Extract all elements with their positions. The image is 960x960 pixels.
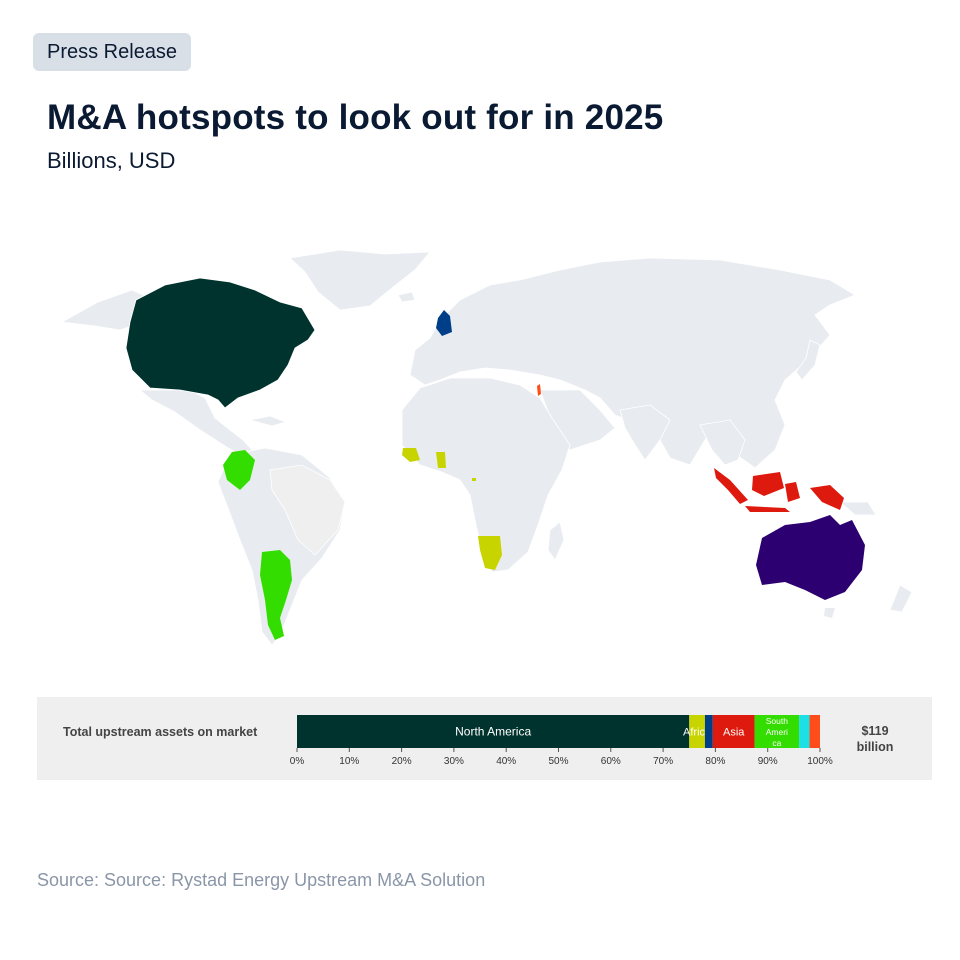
- bar-segment-africa: [689, 715, 705, 748]
- colombia-highlight: [223, 450, 255, 490]
- png-shape: [838, 501, 877, 516]
- israel-highlight: [537, 384, 541, 396]
- tick-label: 80%: [705, 756, 725, 767]
- chart-total: $119 billion: [856, 724, 894, 754]
- indonesia-highlight: [714, 468, 844, 512]
- bar-label-africa: Africa: [683, 727, 712, 739]
- new-zealand-shape: [889, 584, 913, 613]
- tick-label: 20%: [392, 756, 412, 767]
- eq-guinea-highlight: [472, 478, 476, 481]
- uk-highlight: [436, 310, 452, 336]
- tick-label: 60%: [601, 756, 621, 767]
- india-shape: [619, 404, 671, 461]
- north-america-highlight: [125, 277, 316, 409]
- chart-label: Total upstream assets on market: [63, 725, 258, 739]
- page-subtitle: Billions, USD: [47, 148, 176, 173]
- bar-segment-other: [799, 715, 810, 748]
- bar-segment-europe: [704, 715, 713, 748]
- base-land: [60, 249, 913, 646]
- madagascar-shape: [547, 521, 565, 561]
- tick-label: 10%: [339, 756, 359, 767]
- tick-label: 30%: [444, 756, 464, 767]
- tick-label: 40%: [496, 756, 516, 767]
- namibia-highlight: [478, 536, 502, 570]
- tick-label: 100%: [807, 756, 833, 767]
- iceland-shape: [397, 291, 416, 303]
- eurasia-shape: [409, 257, 856, 469]
- press-release-badge: Press Release: [33, 33, 192, 71]
- argentina-highlight: [260, 550, 292, 640]
- stacked-bar-chart: North America Africa Asia South Ameri ca 0% 10%…: [290, 715, 833, 767]
- bar-segment-asia: [712, 715, 755, 748]
- world-map: [60, 249, 913, 646]
- brazil-shape: [269, 464, 346, 556]
- mexico-shape: [138, 389, 253, 456]
- tick-label: 50%: [548, 756, 568, 767]
- senegal-highlight: [402, 448, 420, 462]
- greenland-shape: [289, 249, 431, 311]
- bar-segment-middle-east: [809, 715, 820, 748]
- caribbean-shape: [249, 415, 288, 427]
- bar-label-south-america: South Ameri ca: [766, 716, 788, 748]
- tick-label: 90%: [758, 756, 778, 767]
- tasmania-shape: [824, 608, 835, 618]
- bar-label-asia: Asia: [723, 727, 745, 739]
- source-note: Source: Source: Rystad Energy Upstream M…: [37, 870, 486, 890]
- chart-panel: Total upstream assets on market North Am…: [37, 697, 932, 780]
- tick-label: 0%: [290, 756, 305, 767]
- bar-segment-north-america: [297, 715, 690, 748]
- bar-label-north-america: North America: [455, 725, 531, 739]
- tick-label: 70%: [653, 756, 673, 767]
- page-title: M&A hotspots to look out for in 2025: [47, 98, 664, 137]
- se-asia-shape: [699, 419, 746, 466]
- africa-shape: [401, 377, 571, 573]
- ghana-highlight: [436, 452, 446, 468]
- australia-highlight: [756, 515, 865, 600]
- bar-segment-south-america: [754, 715, 800, 748]
- japan-shape: [795, 339, 821, 381]
